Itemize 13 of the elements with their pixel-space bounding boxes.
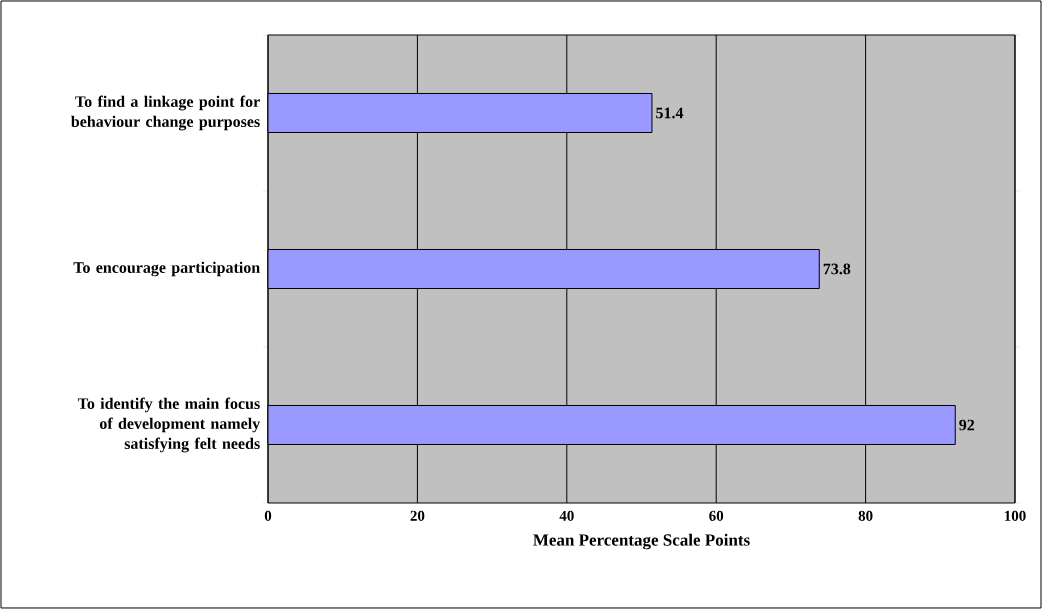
y-tick-label: To encourage participation [73,261,260,277]
x-tick-label: 40 [559,510,574,521]
x-tick-label: 100 [1004,510,1026,521]
x-tick-label: 20 [410,510,425,521]
x-axis-title: Mean Percentage Scale Points [533,533,750,550]
data-label: 92 [959,419,975,431]
x-tick-label: 60 [709,510,724,521]
y-tick-label: To find a linkage point for behaviour change purposes [71,95,260,131]
x-tick-label: 0 [264,510,272,521]
data-label: 73.8 [823,263,851,275]
x-tick-label: 80 [858,510,873,521]
y-tick-label: To identify the main focus of development namely satisfying felt needs [77,397,261,453]
data-label: 51.4 [656,107,684,119]
